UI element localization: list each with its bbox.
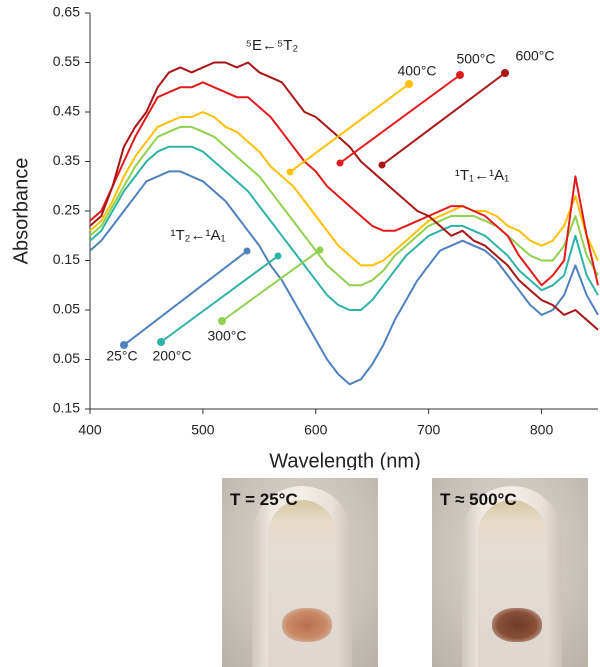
- leader-end: [316, 246, 324, 254]
- y-tick-label: 0.05: [53, 301, 80, 317]
- leader-dot: [120, 341, 128, 349]
- y-tick-label: 0.35: [53, 152, 80, 168]
- photo: T ≈ 500°C: [432, 478, 588, 667]
- leader-dot: [405, 80, 413, 88]
- annotation: ⁵E←⁵T₂: [246, 37, 299, 54]
- x-tick-label: 600: [304, 422, 328, 438]
- annotation: ¹T₂←¹A₁: [170, 227, 225, 244]
- x-tick-label: 800: [530, 422, 554, 438]
- y-tick-label: 0.15: [53, 251, 80, 267]
- y-tick-label: 0.55: [53, 53, 80, 69]
- series-label: 200°C: [152, 348, 191, 364]
- y-tick-label: 0.45: [53, 103, 80, 119]
- leader-dot: [456, 71, 464, 79]
- series-line: [89, 81, 599, 287]
- leader-end: [336, 159, 344, 167]
- leader-line: [123, 250, 248, 346]
- x-tick-label: 700: [417, 422, 441, 438]
- series-label: 500°C: [456, 51, 495, 67]
- series-line: [89, 111, 599, 267]
- y-tick-label: 0.25: [53, 202, 80, 218]
- photo-label: T ≈ 500°C: [440, 490, 517, 509]
- y-tick-label: 0.65: [53, 4, 80, 20]
- series-line: [89, 61, 599, 331]
- leader-end: [274, 252, 282, 260]
- x-tick-label: 500: [191, 422, 215, 438]
- series-label: 300°C: [207, 328, 246, 344]
- series-label: 400°C: [397, 63, 436, 79]
- leader-line: [221, 249, 321, 322]
- series-line: [89, 170, 599, 386]
- y-axis-title: Absorbance: [10, 158, 32, 265]
- leader-line: [160, 255, 279, 343]
- x-axis-title: Wavelength (nm): [269, 450, 421, 470]
- photo: T = 25°C: [222, 478, 378, 667]
- leader-line: [339, 74, 461, 164]
- x-tick-label: 400: [78, 422, 102, 438]
- leader-end: [243, 247, 251, 255]
- leader-dot: [157, 338, 165, 346]
- leader-line: [289, 83, 410, 173]
- leader-end: [286, 168, 294, 176]
- series-label: 25°C: [106, 348, 137, 364]
- leader-line: [381, 72, 506, 166]
- chart: Wavelength (nm) Absorbance 0.15 0.05 0.05 0…: [10, 4, 599, 472]
- series-line: [89, 125, 599, 287]
- y-tick-label: 0.05: [53, 350, 80, 366]
- annotation: ¹T₁←¹A₁: [455, 167, 509, 184]
- leader-dot: [218, 317, 226, 325]
- leader-dot: [501, 69, 509, 77]
- y-tick-label: 0.15: [53, 400, 80, 416]
- series-label: 600°C: [515, 48, 554, 64]
- series-line: [89, 145, 599, 311]
- photo-label: T = 25°C: [230, 490, 298, 509]
- leader-end: [378, 161, 386, 169]
